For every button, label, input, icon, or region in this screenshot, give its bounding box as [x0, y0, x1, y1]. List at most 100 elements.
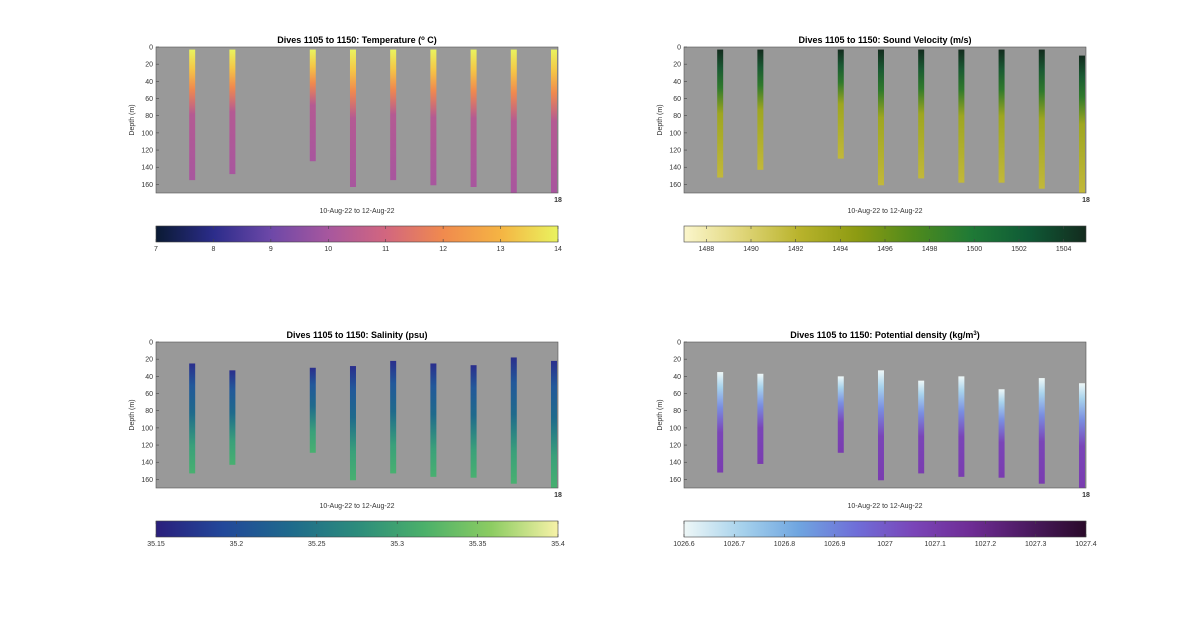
- panel-salinity: Dives 1105 to 1150: Salinity (psu) 0 20 40 6…: [100, 325, 660, 605]
- y-tick-label: 0: [677, 45, 681, 52]
- colorbar-tick-label: 35.15: [147, 541, 165, 548]
- y-tick-label: 140: [141, 460, 153, 467]
- colorbar-tick-label: 1027.2: [975, 541, 997, 548]
- y-tick-label: 60: [145, 96, 153, 103]
- y-tick-label: 100: [669, 425, 681, 432]
- y-tick-label: 80: [145, 408, 153, 415]
- y-tick-label: 80: [673, 113, 681, 120]
- dive-profile: [918, 380, 925, 474]
- y-axis-label: Depth (m): [129, 399, 136, 430]
- colorbar-tick-label: 35.2: [230, 541, 244, 548]
- dive-profile: [390, 360, 397, 474]
- y-tick-label: 60: [145, 391, 153, 398]
- y-tick-label: 60: [673, 96, 681, 103]
- y-tick-label: 20: [673, 357, 681, 364]
- colorbar-tick-label: 1027: [877, 541, 893, 548]
- y-tick-label: 80: [145, 113, 153, 120]
- y-tick-label: 140: [141, 165, 153, 172]
- y-tick-label: 140: [669, 165, 681, 172]
- y-axis-label: Depth (m): [657, 104, 664, 135]
- y-tick-label: 160: [669, 182, 681, 189]
- dive-profile: [349, 49, 356, 187]
- colorbar-tick-label: 1494: [833, 246, 849, 253]
- chart-temperature: Dives 1105 to 1150: Temperature (o C) 0 20…: [129, 35, 562, 253]
- chart-title: Dives 1105 to 1150: Sound Velocity (m/s): [798, 35, 971, 45]
- colorbar-tick-label: 1027.3: [1025, 541, 1047, 548]
- dive-profile: [189, 363, 196, 474]
- dive-profile: [877, 49, 884, 186]
- colorbar-tick-label: 1504: [1056, 246, 1072, 253]
- colorbar-tick-label: 1026.6: [673, 541, 695, 548]
- dive-profile: [717, 372, 724, 473]
- colorbar-tick-label: 7: [154, 246, 158, 253]
- dive-profile: [430, 49, 437, 186]
- chart-title: Dives 1105 to 1150: Salinity (psu): [286, 330, 427, 340]
- dive-profile: [757, 49, 764, 170]
- colorbar: [155, 520, 559, 538]
- dive-profile: [958, 376, 965, 477]
- colorbar-tick-label: 1027.1: [925, 541, 947, 548]
- colorbar-tick-label: 1496: [877, 246, 893, 253]
- y-tick-label: 20: [145, 62, 153, 69]
- plot-area: [156, 47, 558, 193]
- y-tick-label: 120: [141, 148, 153, 155]
- colorbar-tick-label: 1026.7: [724, 541, 746, 548]
- dive-profile: [837, 376, 844, 453]
- dive-profile: [229, 49, 236, 175]
- colorbar-tick-label: 12: [439, 246, 447, 253]
- y-tick-label: 140: [669, 460, 681, 467]
- dive-profile: [349, 366, 356, 481]
- y-tick-label: 120: [669, 443, 681, 450]
- colorbar-tick-label: 1488: [699, 246, 715, 253]
- y-tick-label: 0: [149, 45, 153, 52]
- x-axis-label: 10-Aug-22 to 12-Aug-22: [847, 503, 922, 510]
- colorbar-tick-label: 1027.4: [1075, 541, 1097, 548]
- y-tick-label: 60: [673, 391, 681, 398]
- colorbar-tick-label: 13: [497, 246, 505, 253]
- dive-profile: [510, 357, 517, 484]
- colorbar-tick-label: 10: [324, 246, 332, 253]
- plot-area: [684, 47, 1086, 193]
- dive-profile: [390, 49, 397, 181]
- y-tick-label: 100: [141, 425, 153, 432]
- y-tick-label: 20: [145, 357, 153, 364]
- y-tick-label: 40: [145, 374, 153, 381]
- dive-profile: [1078, 383, 1085, 488]
- x-axis-label: 10-Aug-22 to 12-Aug-22: [847, 208, 922, 215]
- colorbar: [155, 225, 559, 243]
- chart-salinity: Dives 1105 to 1150: Salinity (psu) 0 20 40 6…: [129, 330, 565, 548]
- colorbar-tick-label: 35.3: [390, 541, 404, 548]
- y-axis-label: Depth (m): [129, 104, 136, 135]
- colorbar-tick-label: 8: [211, 246, 215, 253]
- dive-profile: [550, 49, 557, 193]
- dive-profile: [309, 367, 316, 453]
- dive-profile: [1078, 55, 1085, 194]
- y-tick-label: 160: [141, 182, 153, 189]
- x-axis-label: 10-Aug-22 to 12-Aug-22: [319, 208, 394, 215]
- y-tick-label: 160: [669, 477, 681, 484]
- y-axis-label: Depth (m): [657, 399, 664, 430]
- chart-title: Dives 1105 to 1150: Potential density (k…: [790, 330, 979, 340]
- dive-profile: [550, 360, 557, 488]
- dive-profile: [998, 49, 1005, 183]
- y-tick-label: 100: [141, 130, 153, 137]
- colorbar-tick-label: 1026.9: [824, 541, 846, 548]
- dive-profile: [998, 389, 1005, 478]
- dive-profile: [958, 49, 965, 183]
- colorbar-tick-label: 9: [269, 246, 273, 253]
- x-tick-label: 18: [1082, 197, 1090, 204]
- y-tick-label: 40: [673, 79, 681, 86]
- y-tick-label: 40: [673, 374, 681, 381]
- dive-profile: [470, 49, 477, 187]
- dive-profile: [470, 365, 477, 478]
- y-tick-label: 0: [149, 340, 153, 347]
- y-tick-label: 80: [673, 408, 681, 415]
- chart-title: Dives 1105 to 1150: Temperature (o C): [277, 35, 437, 45]
- x-tick-label: 18: [554, 492, 562, 499]
- colorbar-tick-label: 35.4: [551, 541, 565, 548]
- x-axis-label: 10-Aug-22 to 12-Aug-22: [319, 503, 394, 510]
- dive-profile: [430, 363, 437, 477]
- colorbar-tick-label: 1498: [922, 246, 938, 253]
- colorbar-tick-label: 35.35: [469, 541, 487, 548]
- x-tick-label: 18: [554, 197, 562, 204]
